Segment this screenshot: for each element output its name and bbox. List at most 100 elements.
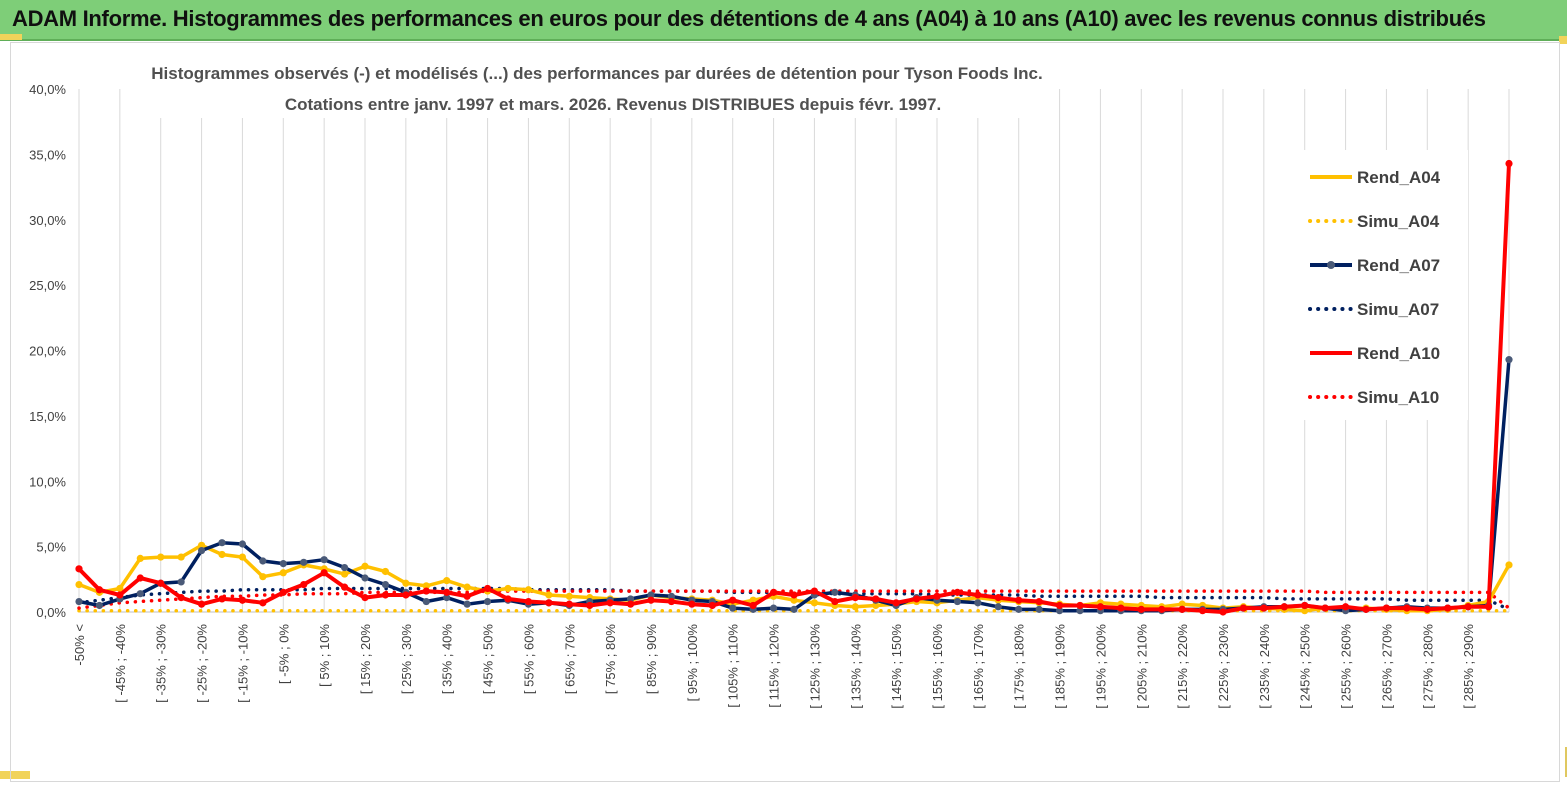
x-tick-label: -50% < [72,624,87,666]
x-tick-label: [ 75% ; 80% [603,624,618,695]
data-point [872,595,880,603]
x-tick-label: [ -45% ; -40% [113,624,128,703]
y-tick-label: 5,0% [36,540,66,555]
data-point [831,588,839,596]
x-tick-label: [ 25% ; 30% [399,624,414,695]
data-point [565,600,573,608]
data-point [300,580,308,589]
series-line [77,589,1511,610]
legend-label: Rend_A04 [1357,168,1441,187]
data-point [1055,607,1064,615]
data-point [443,588,451,596]
x-tick-label: [ 115% ; 120% [767,624,782,708]
data-point [504,595,512,603]
data-point [1260,604,1268,612]
data-point [218,539,226,547]
data-point [1076,607,1084,615]
y-tick-label: 20,0% [29,344,66,359]
data-point [238,553,247,561]
data-point [790,596,798,604]
x-axis-ticks: -50% < [ -45% ; -40% [ -35% ; -30% [ -25% ;… [72,624,1476,709]
chart-frame [10,42,1560,782]
x-tick-label: [ 5% ; 10% [317,624,332,687]
x-tick-label: [ 65% ; 70% [562,624,577,695]
data-point [443,577,451,585]
data-point [361,594,369,602]
data-point [402,591,410,599]
data-point [1178,605,1186,613]
x-tick-label: [ 285% ; 290% [1461,624,1476,709]
x-tick-label: [ -35% ; -30% [154,624,169,703]
x-tick-label: [ 125% ; 130% [807,624,822,709]
data-point [157,553,165,561]
data-point [1484,603,1493,611]
report-title: ADAM Informe. Histogrammes des performan… [12,6,1486,31]
data-point [381,591,390,599]
data-point [688,600,696,608]
legend-background [1298,150,1468,420]
x-tick-label: [ 155% ; 160% [930,624,945,709]
legend-label: Simu_A07 [1357,300,1439,319]
x-tick-label: [ 35% ; 40% [440,624,455,695]
data-point [974,599,982,607]
series-Rend_A10 [75,159,1513,616]
legend-item-Simu_A04: Simu_A04 [1308,212,1440,231]
data-point [565,592,573,600]
chart-legend: Rend_A04 Simu_A04 Rend_A07 Simu_A07 Rend_A10… [1298,150,1468,420]
data-point [647,591,655,599]
data-point [116,591,124,599]
data-point [136,590,144,598]
y-tick-label: 10,0% [29,474,66,489]
x-tick-label: [ 45% ; 50% [481,624,496,695]
data-point [361,574,369,582]
frame-corner-decoration [1559,36,1567,44]
x-tick-label: [ 235% ; 240% [1257,624,1272,709]
data-point [483,584,492,593]
x-tick-label: [ 215% ; 220% [1175,624,1190,709]
data-point [177,578,185,586]
data-point [749,601,757,610]
data-point [851,594,859,602]
data-point [994,594,1002,602]
data-point [1015,596,1023,604]
x-tick-label: [ 165% ; 170% [971,624,986,709]
data-point [1341,603,1350,611]
legend-label: Simu_A04 [1357,212,1440,231]
data-point [1403,604,1411,612]
data-point [279,569,287,577]
frame-corner-decoration [0,34,22,40]
data-point [626,600,635,608]
data-point [606,599,614,607]
data-point [790,591,798,599]
x-tick-label: [ 15% ; 20% [358,624,373,695]
data-point [1035,597,1043,606]
data-point [769,604,778,612]
x-tick-label: [ 225% ; 230% [1216,624,1231,709]
chart-title-line-2: Cotations entre janv. 1997 et mars. 2026… [285,95,941,114]
x-tick-label: [ 265% ; 270% [1379,624,1394,709]
x-tick-label: [ -5% ; 0% [276,624,291,684]
data-point [912,595,921,603]
data-point [1096,603,1105,611]
chart-title-background [150,58,1055,118]
data-point [197,541,206,549]
y-tick-label: 35,0% [29,147,66,162]
data-point [1035,605,1043,613]
data-point [1117,604,1125,612]
data-point [238,540,247,548]
data-point [279,588,287,596]
data-point [769,588,778,596]
data-point [381,567,390,576]
x-tick-label: [ -15% ; -10% [235,624,250,703]
frame-corner-decoration [1557,747,1567,777]
legend-item-Simu_A10: Simu_A10 [1308,388,1439,407]
data-point [1158,605,1166,613]
y-tick-label: 15,0% [29,409,66,424]
data-point [708,601,716,610]
data-point [136,554,144,562]
data-point [729,596,737,604]
y-tick-label: 25,0% [29,278,66,293]
data-point [504,584,512,593]
data-point [75,580,83,589]
legend-item-Rend_A04: Rend_A04 [1310,168,1441,187]
